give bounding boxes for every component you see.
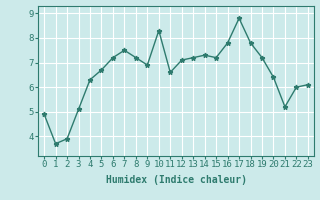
X-axis label: Humidex (Indice chaleur): Humidex (Indice chaleur) — [106, 175, 246, 185]
